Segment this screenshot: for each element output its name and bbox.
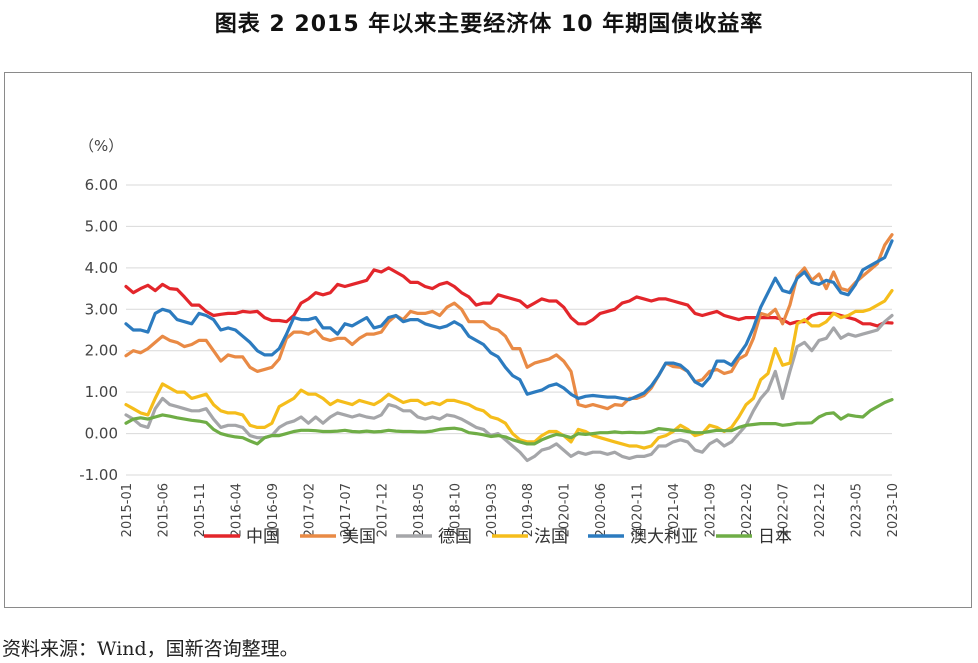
x-tick-label: 2020-06 bbox=[594, 483, 609, 537]
x-tick-label: 2017-12 bbox=[375, 483, 390, 537]
x-tick-label: 2022-02 bbox=[740, 483, 755, 537]
x-tick-label: 2020-11 bbox=[631, 483, 646, 537]
y-axis-unit-label: （%） bbox=[79, 137, 123, 155]
y-tick-label: 2.00 bbox=[85, 342, 118, 360]
series-line-2 bbox=[124, 233, 894, 411]
x-tick-label: 2021-04 bbox=[667, 483, 682, 537]
y-tick-label: 6.00 bbox=[85, 176, 118, 194]
legend-label: 法国 bbox=[534, 527, 568, 547]
x-tick-label: 2019-03 bbox=[485, 483, 500, 537]
source-note: 资料来源：Wind，国新咨询整理。 bbox=[2, 638, 299, 660]
series-line-4 bbox=[124, 289, 894, 450]
legend-label: 德国 bbox=[438, 527, 472, 547]
y-tick-label: 3.00 bbox=[85, 300, 118, 318]
chart-svg: （%） 6.00 5.00 4.00 3.00 2.00 1.00 0.00 -1.00 20… bbox=[79, 137, 901, 547]
y-tick-label: -1.00 bbox=[79, 466, 118, 484]
x-tick-label: 2021-09 bbox=[704, 483, 719, 537]
series-line-3 bbox=[124, 313, 894, 463]
legend: 中国 美国 德国 法国 澳大利亚 日本 bbox=[204, 527, 792, 547]
x-tick-label: 2016-04 bbox=[229, 483, 244, 537]
y-tick-label: 0.00 bbox=[85, 425, 118, 443]
x-tick-label: 2015-06 bbox=[156, 483, 171, 537]
legend-item: 澳大利亚 bbox=[588, 527, 698, 547]
x-tick-label: 2019-08 bbox=[521, 483, 536, 537]
x-tick-label: 2018-10 bbox=[448, 483, 463, 537]
legend-item: 法国 bbox=[492, 527, 568, 547]
grid-layer bbox=[126, 184, 892, 476]
series-line-1 bbox=[124, 266, 894, 328]
y-tick-label: 5.00 bbox=[85, 217, 118, 235]
figure-title: 图表 2 2015 年以来主要经济体 10 年期国债收益率 bbox=[214, 12, 764, 37]
legend-label: 澳大利亚 bbox=[630, 527, 698, 547]
x-tick-label: 2023-05 bbox=[850, 483, 865, 537]
legend-item: 中国 bbox=[204, 527, 280, 547]
x-tick-labels: 2015-01 2015-06 2015-11 2016-04 2016-09 2017-… bbox=[120, 483, 901, 537]
legend-label: 美国 bbox=[342, 527, 376, 547]
legend-label: 日本 bbox=[758, 527, 792, 547]
x-tick-label: 2022-12 bbox=[813, 483, 828, 537]
legend-item: 日本 bbox=[716, 527, 792, 547]
legend-item: 美国 bbox=[300, 527, 376, 547]
y-tick-label: 1.00 bbox=[85, 383, 118, 401]
series-layer bbox=[124, 233, 894, 463]
series-line-5 bbox=[124, 239, 894, 402]
legend-label: 中国 bbox=[246, 527, 280, 547]
x-tick-label: 2017-02 bbox=[302, 483, 317, 537]
y-tick-labels: 6.00 5.00 4.00 3.00 2.00 1.00 0.00 -1.00 bbox=[79, 176, 118, 484]
legend-item: 德国 bbox=[396, 527, 472, 547]
x-tick-label: 2015-11 bbox=[193, 483, 208, 537]
x-tick-label: 2022-07 bbox=[777, 483, 792, 537]
chart-frame: （%） 6.00 5.00 4.00 3.00 2.00 1.00 0.00 -1.00 20… bbox=[4, 72, 972, 608]
series-line-6 bbox=[124, 398, 894, 446]
x-tick-label: 2018-05 bbox=[412, 483, 427, 537]
x-tick-label: 2015-01 bbox=[120, 483, 135, 537]
x-tick-label: 2023-10 bbox=[886, 483, 901, 537]
y-tick-label: 4.00 bbox=[85, 259, 118, 277]
x-tick-label: 2017-07 bbox=[339, 483, 354, 537]
x-tick-label: 2020-01 bbox=[558, 483, 573, 537]
x-tick-label: 2016-09 bbox=[266, 483, 281, 537]
